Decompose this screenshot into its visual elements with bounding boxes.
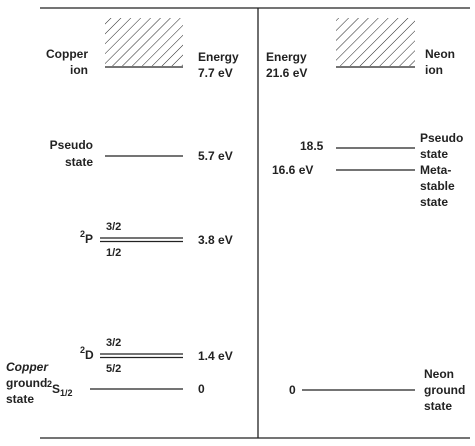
energy: 0 [289,383,296,397]
label: Neon [424,367,454,381]
energy: 3.8 eV [198,233,233,247]
energy: 7.7 eV [198,66,233,80]
heading: Energy [266,50,307,64]
energy: 18.5 [300,139,324,153]
label: ground [6,376,47,390]
energy: 0 [198,382,205,396]
term-symbol: 2P [80,229,93,246]
j-value: 5/2 [106,363,121,375]
label: ground [424,383,465,397]
j-value: 3/2 [106,337,121,349]
ionization-continuum [105,18,183,66]
label: state [420,147,448,161]
label: state [424,399,452,413]
label: ion [70,63,88,77]
label: stable [420,179,455,193]
label: state [420,195,448,209]
ionization-continuum [336,18,415,66]
energy: 21.6 eV [266,66,307,80]
label: ion [425,63,443,77]
label: state [6,392,34,406]
label: Meta- [420,163,451,177]
term-symbol: 2S1/2 [47,379,73,398]
label: Pseudo [420,131,463,145]
label: Pseudo [50,138,93,152]
j-value: 3/2 [106,221,121,233]
label: state [65,155,93,169]
j-value: 1/2 [106,247,121,259]
label: Neon [425,47,455,61]
label: Copper [6,360,49,374]
label: Copper [46,47,88,61]
energy: 5.7 eV [198,149,233,163]
heading: Energy [198,50,239,64]
energy: 1.4 eV [198,349,233,363]
term-symbol: 2D [80,345,94,362]
energy: 16.6 eV [272,163,313,177]
